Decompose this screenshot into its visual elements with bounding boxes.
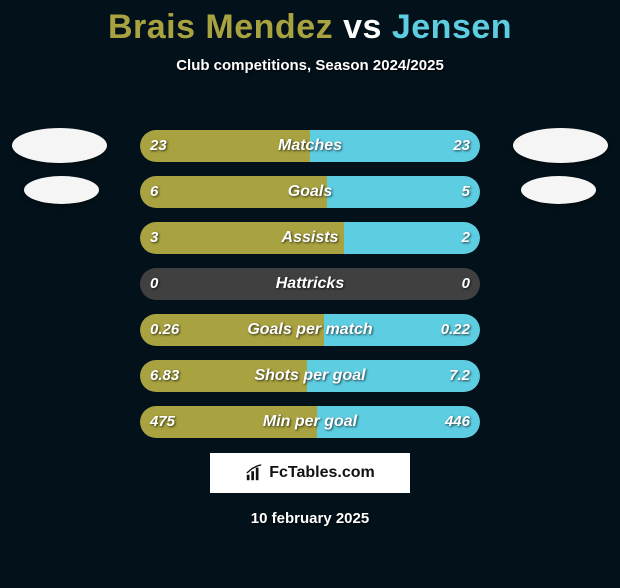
- stat-label: Min per goal: [140, 402, 480, 442]
- stat-row: 65Goals: [140, 172, 480, 212]
- stat-row: 475446Min per goal: [140, 402, 480, 442]
- nation-badge-icon: [24, 176, 99, 204]
- stat-label: Hattricks: [140, 264, 480, 304]
- page-title: Brais Mendez vs Jensen: [0, 8, 620, 47]
- stat-label: Goals: [140, 172, 480, 212]
- nation-badge-icon: [521, 176, 596, 204]
- stat-label: Goals per match: [140, 310, 480, 350]
- stat-row: 2323Matches: [140, 126, 480, 166]
- stat-row: 00Hattricks: [140, 264, 480, 304]
- chart-icon: [245, 464, 263, 482]
- branding-box: FcTables.com: [210, 453, 410, 493]
- branding-text: FcTables.com: [269, 464, 375, 482]
- stat-row: 6.837.2Shots per goal: [140, 356, 480, 396]
- stat-row: 0.260.22Goals per match: [140, 310, 480, 350]
- stat-row: 32Assists: [140, 218, 480, 258]
- club-badge-icon: [12, 128, 107, 163]
- stats-container: 2323Matches 65Goals 32Assists 00Hattricks 0.…: [140, 126, 480, 448]
- stat-label: Assists: [140, 218, 480, 258]
- player2-name: Jensen: [392, 8, 512, 46]
- subtitle: Club competitions, Season 2024/2025: [0, 57, 620, 74]
- vs-label: vs: [343, 8, 382, 46]
- stat-label: Matches: [140, 126, 480, 166]
- date-label: 10 february 2025: [0, 510, 620, 527]
- club-badge-icon: [513, 128, 608, 163]
- player1-name: Brais Mendez: [108, 8, 333, 46]
- stat-label: Shots per goal: [140, 356, 480, 396]
